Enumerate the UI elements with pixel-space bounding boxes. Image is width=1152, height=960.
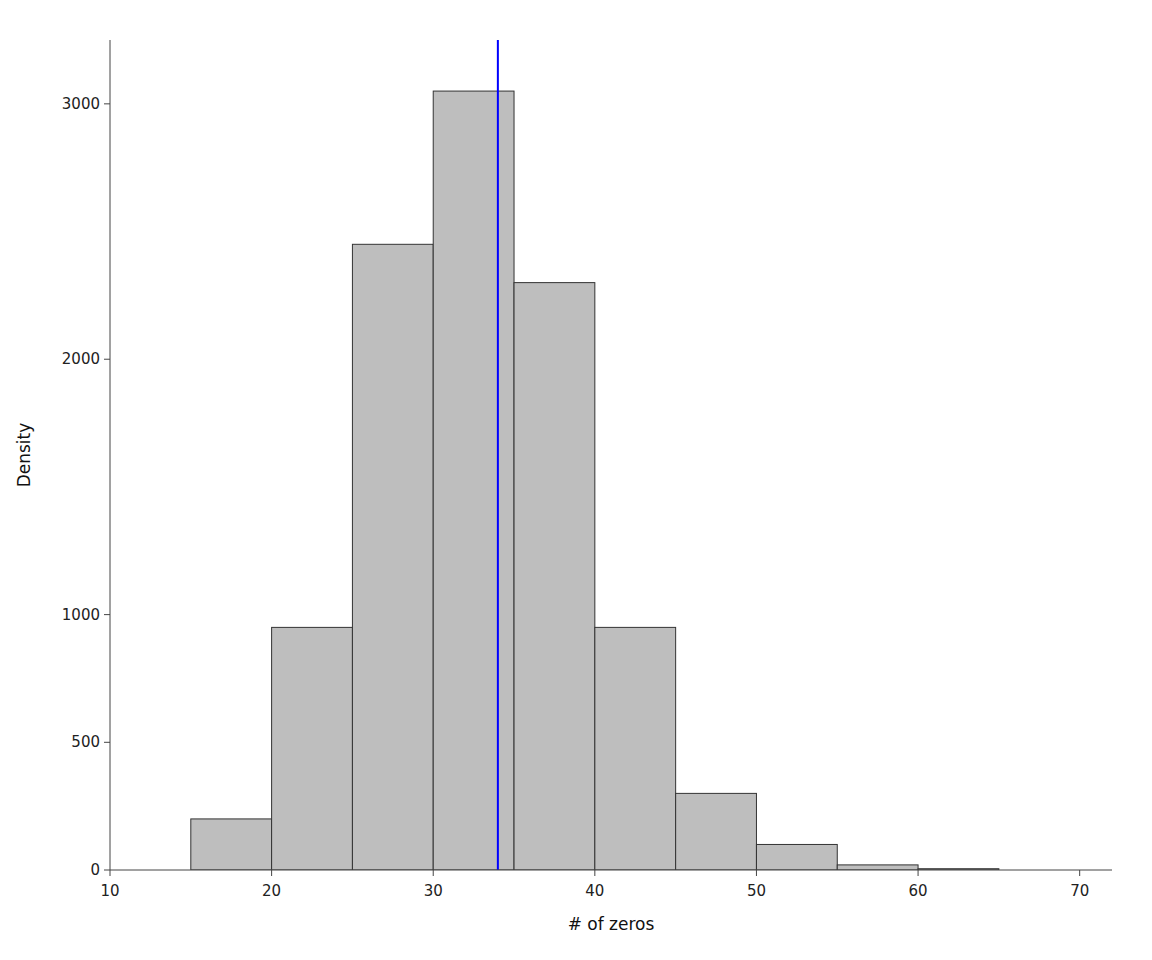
x-axis-label: # of zeros <box>568 914 655 934</box>
x-tick <box>110 870 111 876</box>
y-tick-label: 1000 <box>62 606 100 624</box>
bar <box>756 844 837 870</box>
bar <box>352 244 433 870</box>
y-axis-line <box>110 40 111 870</box>
x-tick <box>594 870 595 876</box>
y-tick <box>104 742 110 743</box>
x-tick <box>756 870 757 876</box>
bar <box>595 627 676 870</box>
y-tick-label: 0 <box>90 861 100 879</box>
y-tick <box>104 103 110 104</box>
x-axis-line <box>110 870 1112 871</box>
bar <box>837 865 918 870</box>
x-tick <box>271 870 272 876</box>
x-tick <box>1079 870 1080 876</box>
axes: 10 20 30 40 50 60 70 0 500 1000 2000 3000 <box>62 40 1112 900</box>
bar <box>272 627 353 870</box>
x-tick-label: 20 <box>262 882 281 900</box>
y-axis-label: Density <box>14 423 34 488</box>
x-tick-label: 10 <box>100 882 119 900</box>
y-tick-label: 2000 <box>62 350 100 368</box>
bar <box>433 91 514 870</box>
reference-line <box>497 40 499 870</box>
chart-container: 10 20 30 40 50 60 70 0 500 1000 2000 3000 # of zeros… <box>0 0 1152 960</box>
x-tick <box>918 870 919 876</box>
y-tick <box>104 614 110 615</box>
y-tick-label: 500 <box>71 733 100 751</box>
x-tick <box>433 870 434 876</box>
x-tick-label: 40 <box>585 882 604 900</box>
bar <box>191 819 272 870</box>
x-tick-label: 30 <box>424 882 443 900</box>
y-tick <box>104 359 110 360</box>
y-tick-label: 3000 <box>62 95 100 113</box>
bar <box>514 283 595 870</box>
y-tick <box>104 870 110 871</box>
bar <box>676 793 757 870</box>
plot-area <box>191 40 999 870</box>
x-tick-label: 70 <box>1070 882 1089 900</box>
chart: 10 20 30 40 50 60 70 0 500 1000 2000 3000 # of zeros… <box>0 0 1152 960</box>
x-tick-label: 50 <box>747 882 766 900</box>
x-tick-label: 60 <box>909 882 928 900</box>
